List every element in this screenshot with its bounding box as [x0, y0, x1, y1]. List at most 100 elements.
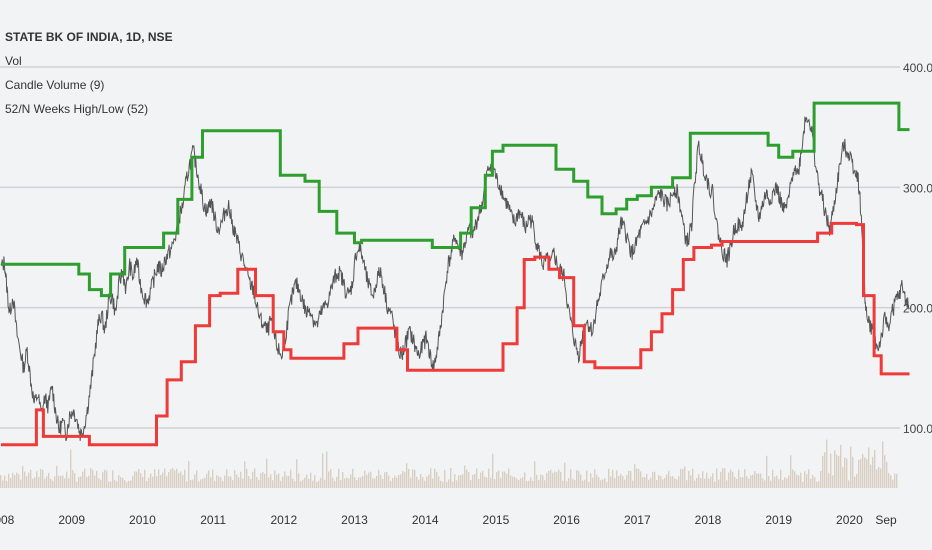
- volume-bar: [462, 474, 464, 488]
- x-tick-label: 2012: [270, 513, 297, 527]
- volume-bar: [700, 478, 702, 488]
- volume-bar: [46, 476, 48, 488]
- volume-bar: [336, 476, 338, 488]
- volume-bar: [318, 480, 320, 488]
- volume-bar: [646, 474, 648, 488]
- volume-bar: [138, 468, 140, 488]
- volume-bar: [606, 481, 608, 488]
- volume-bar: [212, 469, 214, 488]
- volume-bar: [372, 478, 374, 488]
- volume-bar: [42, 469, 44, 488]
- volume-bar: [142, 476, 144, 488]
- volume-bar: [166, 476, 168, 488]
- volume-bar: [200, 479, 202, 488]
- volume-bar: [4, 475, 6, 488]
- volume-bar: [702, 471, 704, 488]
- volume-bar: [854, 476, 856, 488]
- volume-bar: [396, 477, 398, 488]
- volume-bar: [770, 480, 772, 488]
- volume-bar: [418, 479, 420, 488]
- volume-bar: [888, 472, 890, 488]
- volume-bar: [86, 476, 88, 488]
- volume-bar: [598, 477, 600, 488]
- volume-bar: [508, 468, 510, 488]
- volume-bar: [148, 477, 150, 488]
- volume-bar: [824, 452, 826, 488]
- volume-bar: [630, 470, 632, 488]
- volume-bar: [340, 479, 342, 488]
- volume-bar: [322, 453, 324, 488]
- volume-bar: [542, 475, 544, 488]
- volume-bar: [132, 476, 134, 488]
- volume-bar: [328, 471, 330, 488]
- volume-bar: [424, 480, 426, 488]
- volume-bar: [252, 471, 254, 488]
- volume-bar: [832, 475, 834, 488]
- volume-bar: [260, 473, 262, 488]
- volume-bar: [244, 461, 246, 488]
- volume-bar: [236, 474, 238, 488]
- volume-bar: [382, 478, 384, 488]
- volume-bar: [466, 469, 468, 488]
- volume-bar: [698, 474, 700, 488]
- volume-bar: [24, 471, 26, 488]
- volume-bar: [34, 477, 36, 488]
- volume-bar: [90, 468, 92, 488]
- volume-bar: [152, 476, 154, 488]
- volume-bar: [590, 473, 592, 488]
- volume-bar: [686, 480, 688, 488]
- volume-bar: [380, 475, 382, 488]
- volume-bar: [446, 481, 448, 488]
- volume-bar: [624, 479, 626, 488]
- volume-bar: [722, 468, 724, 488]
- volume-bar: [712, 473, 714, 488]
- volume-bar: [338, 468, 340, 488]
- volume-bar: [320, 477, 322, 488]
- volume-bar: [400, 474, 402, 488]
- volume-bar: [394, 475, 396, 488]
- volume-bar: [808, 469, 810, 488]
- volume-bar: [564, 462, 566, 488]
- volume-bar: [254, 468, 256, 488]
- volume-bar: [838, 456, 840, 488]
- x-tick-label: 2016: [553, 513, 580, 527]
- volume-bar: [714, 481, 716, 488]
- volume-bar: [654, 471, 656, 488]
- volume-bar: [544, 480, 546, 488]
- volume-bar: [122, 477, 124, 488]
- volume-bar: [330, 469, 332, 488]
- volume-bar: [126, 481, 128, 488]
- volume-bar: [786, 478, 788, 488]
- volume-bar: [896, 473, 898, 488]
- volume-bar: [420, 473, 422, 488]
- volume-bar: [614, 478, 616, 488]
- volume-bar: [706, 472, 708, 488]
- volume-bar: [638, 468, 640, 488]
- x-tick-label: 2013: [341, 513, 368, 527]
- volume-bar: [620, 473, 622, 488]
- volume-bar: [752, 474, 754, 488]
- volume-bar: [314, 475, 316, 488]
- volume-bar: [120, 477, 122, 488]
- volume-bar: [828, 472, 830, 488]
- volume-bar: [350, 474, 352, 488]
- x-tick-label: 2010: [129, 513, 156, 527]
- volume-bar: [816, 481, 818, 488]
- volume-bar: [680, 468, 682, 488]
- volume-bar: [730, 469, 732, 488]
- volume-bar: [72, 469, 74, 488]
- volume-bar: [408, 468, 410, 488]
- x-tick-label: 2017: [624, 513, 651, 527]
- volume-bar: [724, 468, 726, 488]
- volume-bar: [522, 477, 524, 488]
- volume-bar: [248, 476, 250, 488]
- volume-bar: [566, 481, 568, 488]
- volume-bar: [370, 471, 372, 488]
- volume-bar: [572, 479, 574, 488]
- volume-bar: [660, 476, 662, 488]
- x-tick-label: 2015: [483, 513, 510, 527]
- volume-bar: [460, 475, 462, 488]
- volume-bar: [274, 470, 276, 488]
- volume-bar: [230, 476, 232, 488]
